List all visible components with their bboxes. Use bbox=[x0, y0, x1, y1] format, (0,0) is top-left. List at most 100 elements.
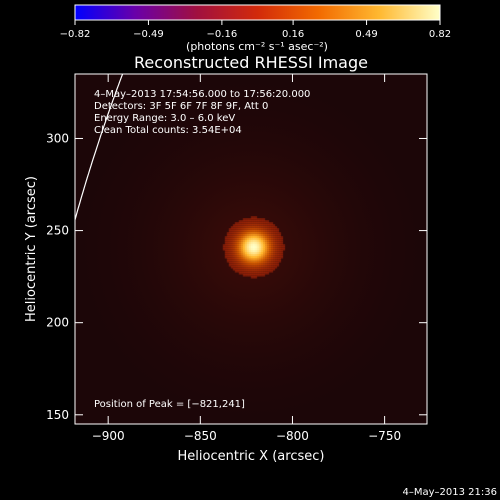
image-pixel bbox=[268, 240, 272, 243]
x-axis-label: Heliocentric X (arcsec) bbox=[178, 449, 325, 464]
image-pixel bbox=[244, 270, 248, 273]
image-pixel bbox=[228, 256, 232, 259]
image-pixel bbox=[252, 268, 256, 271]
image-pixel bbox=[244, 236, 248, 239]
image-pixel bbox=[238, 240, 242, 243]
image-pixel bbox=[232, 244, 236, 247]
image-pixel bbox=[242, 272, 246, 275]
image-pixel bbox=[264, 268, 268, 271]
image-pixel bbox=[270, 224, 274, 227]
image-pixel bbox=[242, 258, 246, 261]
image-pixel bbox=[258, 236, 262, 239]
image-pixel bbox=[240, 254, 244, 257]
image-pixel bbox=[236, 228, 240, 231]
image-pixel bbox=[280, 236, 284, 239]
image-pixel bbox=[260, 228, 264, 231]
image-pixel bbox=[266, 246, 270, 249]
image-pixel bbox=[266, 220, 270, 223]
image-pixel bbox=[236, 248, 240, 251]
image-pixel bbox=[250, 246, 254, 249]
image-pixel bbox=[276, 232, 280, 235]
image-pixel bbox=[236, 256, 240, 259]
annotation-line: 4–May–2013 17:54:56.000 to 17:56:20.000 bbox=[94, 89, 310, 100]
image-pixel bbox=[244, 258, 248, 261]
image-pixel bbox=[234, 252, 238, 255]
image-pixel bbox=[262, 242, 266, 245]
image-pixel bbox=[226, 254, 230, 257]
image-pixel bbox=[234, 264, 238, 267]
image-pixel bbox=[242, 260, 246, 263]
image-pixel bbox=[224, 248, 228, 251]
image-pixel bbox=[234, 250, 238, 253]
image-pixel bbox=[252, 246, 256, 249]
image-pixel bbox=[266, 238, 270, 241]
image-pixel bbox=[256, 222, 260, 225]
image-pixel bbox=[262, 260, 266, 263]
image-pixel bbox=[244, 252, 248, 255]
colorbar-tick-label: −0.16 bbox=[207, 29, 238, 40]
image-pixel bbox=[258, 228, 262, 231]
image-pixel bbox=[250, 274, 254, 277]
image-pixel bbox=[272, 240, 276, 243]
image-pixel bbox=[250, 250, 254, 253]
image-pixel bbox=[258, 230, 262, 233]
image-pixel bbox=[260, 258, 264, 261]
image-pixel bbox=[274, 236, 278, 239]
x-tick-label: −800 bbox=[276, 429, 309, 443]
image-pixel bbox=[254, 254, 258, 257]
image-pixel bbox=[250, 234, 254, 237]
image-pixel bbox=[226, 236, 230, 239]
image-pixel bbox=[248, 246, 252, 249]
image-pixel bbox=[228, 254, 232, 257]
image-pixel bbox=[248, 264, 252, 267]
image-pixel bbox=[248, 220, 252, 223]
image-pixel bbox=[260, 250, 264, 253]
image-pixel bbox=[256, 262, 260, 265]
colorbar-tick-label: 0.16 bbox=[282, 29, 304, 40]
image-pixel bbox=[252, 232, 256, 235]
image-pixel bbox=[234, 224, 238, 227]
image-pixel bbox=[228, 244, 232, 247]
image-pixel bbox=[232, 234, 236, 237]
image-pixel bbox=[278, 258, 282, 261]
image-pixel bbox=[274, 266, 278, 269]
image-pixel bbox=[256, 250, 260, 253]
image-pixel bbox=[258, 260, 262, 263]
image-pixel bbox=[260, 238, 264, 241]
image-pixel bbox=[278, 254, 282, 257]
image-pixel bbox=[266, 236, 270, 239]
image-pixel bbox=[280, 242, 284, 245]
image-pixel bbox=[240, 268, 244, 271]
image-pixel bbox=[262, 252, 266, 255]
image-pixel bbox=[276, 238, 280, 241]
colorbar-tick-label: 0.82 bbox=[429, 29, 451, 40]
image-pixel bbox=[264, 264, 268, 267]
image-pixel bbox=[264, 254, 268, 257]
image-pixel bbox=[264, 262, 268, 265]
image-pixel bbox=[254, 270, 258, 273]
image-pixel bbox=[230, 236, 234, 239]
image-pixel bbox=[264, 226, 268, 229]
image-pixel bbox=[232, 238, 236, 241]
image-pixel bbox=[266, 226, 270, 229]
image-pixel bbox=[240, 224, 244, 227]
image-pixel bbox=[238, 228, 242, 231]
image-pixel bbox=[274, 244, 278, 247]
image-pixel bbox=[266, 244, 270, 247]
image-pixel bbox=[246, 238, 250, 241]
image-pixel bbox=[268, 260, 272, 263]
image-pixel bbox=[266, 262, 270, 265]
image-pixel bbox=[270, 242, 274, 245]
image-pixel bbox=[270, 256, 274, 259]
image-pixel bbox=[260, 246, 264, 249]
image-pixel bbox=[240, 258, 244, 261]
x-axis-ticks: −900 −850 −800 −750 bbox=[92, 74, 401, 443]
image-pixel bbox=[254, 236, 258, 239]
timestamp: 4–May–2013 21:36 bbox=[403, 487, 497, 498]
image-pixel bbox=[246, 242, 250, 245]
image-pixel bbox=[238, 242, 242, 245]
image-pixel bbox=[268, 242, 272, 245]
image-pixel bbox=[250, 276, 254, 279]
image-pixel bbox=[266, 222, 270, 225]
image-pixel bbox=[246, 236, 250, 239]
